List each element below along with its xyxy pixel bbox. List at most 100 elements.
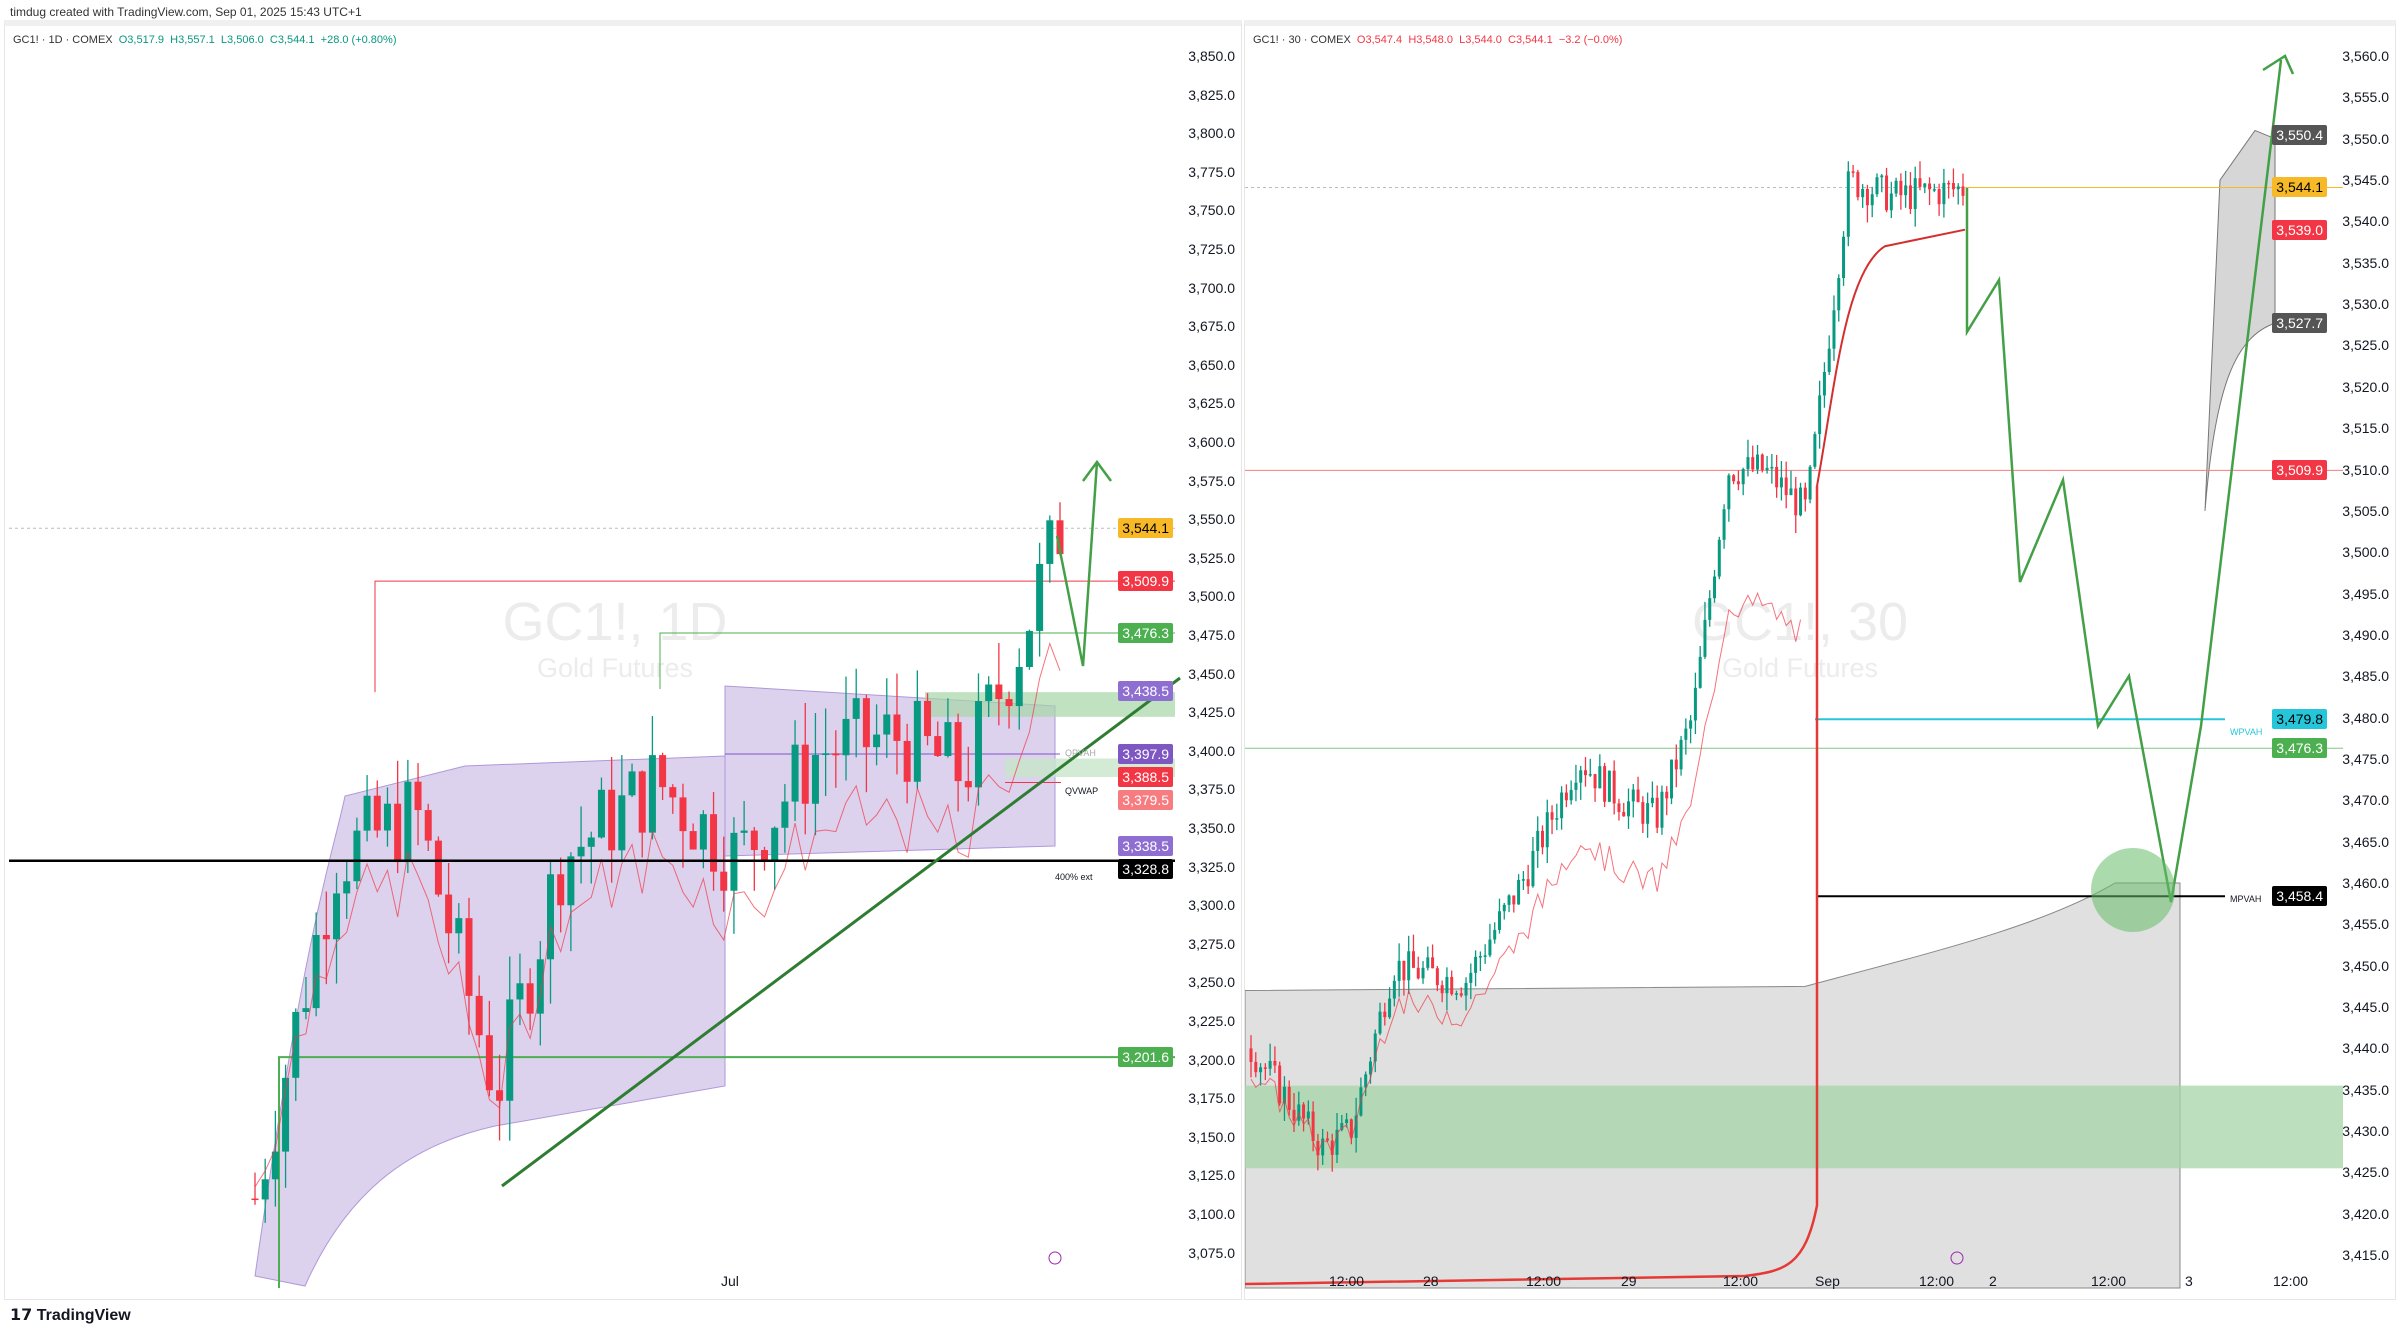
- time-label: 12:00: [2091, 1273, 2127, 1289]
- low-value: L3,544.0: [1459, 34, 1502, 46]
- trendline: [501, 676, 1181, 1188]
- candle-body: [1818, 395, 1822, 435]
- event-icon: [1950, 1251, 1964, 1265]
- watermark-subtitle: Gold Futures: [1721, 653, 1879, 683]
- candle-body: [1956, 186, 1960, 190]
- time-label: 3: [2185, 1273, 2193, 1289]
- price-tag: 3,438.5: [1118, 681, 1173, 702]
- price-tick: 3,515.0: [2342, 420, 2389, 437]
- candle-body: [1368, 1061, 1372, 1075]
- price-tag: 3,476.3: [1118, 622, 1173, 643]
- watermark-subtitle: Gold Futures: [536, 653, 694, 683]
- candle-body: [1564, 792, 1568, 801]
- price-tick: 3,560.0: [2342, 48, 2389, 64]
- candle-body: [1454, 993, 1458, 995]
- candle-body: [954, 722, 962, 782]
- daily-chart-panel[interactable]: GC1!, 1D Gold Futures GC1! · 1D · COMEX O…: [4, 20, 1242, 1300]
- candle-body: [1273, 1060, 1277, 1066]
- candle-body: [883, 714, 891, 735]
- candle-body: [1302, 1104, 1306, 1119]
- candle-body: [1851, 171, 1855, 173]
- price-tick: 3,250.0: [1188, 974, 1235, 991]
- price-tick: 3,750.0: [1188, 202, 1235, 219]
- candle-body: [353, 830, 361, 882]
- price-tick: 3,275.0: [1188, 935, 1235, 952]
- candle-body: [1383, 1011, 1387, 1018]
- logo-icon: 𝟭𝟳: [10, 1307, 37, 1324]
- candle-body: [587, 837, 595, 847]
- symbol-name: GC1! · 1D · COMEX: [13, 34, 113, 46]
- candle-body: [995, 684, 1003, 700]
- candle-body: [1588, 774, 1592, 776]
- candle-body: [1732, 475, 1736, 482]
- price-tag: 3,397.9: [1118, 744, 1173, 765]
- candle-body: [1808, 466, 1812, 500]
- candle-body: [1426, 957, 1430, 968]
- candle-body: [638, 771, 646, 833]
- candle-body: [893, 714, 901, 741]
- daily-price-plot[interactable]: [5, 26, 1243, 1306]
- time-label: 12:00: [2273, 1273, 2309, 1289]
- candle-body: [771, 827, 779, 862]
- price-tick: 3,700.0: [1188, 279, 1235, 296]
- candle-body: [1603, 766, 1607, 802]
- price-tick: 3,445.0: [2342, 999, 2389, 1016]
- candle-body: [1421, 967, 1425, 979]
- candle-body: [1550, 812, 1554, 820]
- price-tag: 3,527.7: [2272, 313, 2327, 334]
- projection-path: [1965, 59, 2283, 903]
- resistance-line: [374, 580, 1175, 693]
- price-tick: 3,150.0: [1188, 1128, 1235, 1145]
- candle-body: [1717, 539, 1721, 577]
- candle-body: [1722, 509, 1726, 540]
- candle-body: [659, 755, 667, 788]
- arrow-head: [1081, 459, 1113, 482]
- candle-body: [1507, 895, 1511, 905]
- candle-body: [1961, 186, 1965, 196]
- candle-body: [1249, 1048, 1253, 1062]
- candle-body: [1345, 1119, 1349, 1124]
- candle-body: [1870, 194, 1874, 206]
- candle-body: [363, 795, 371, 831]
- candle-body: [445, 894, 453, 934]
- price-tick: 3,550.0: [1188, 511, 1235, 528]
- chart-credit: timdug created with TradingView.com, Sep…: [10, 5, 362, 19]
- candle-body: [567, 856, 575, 906]
- candle-body: [1254, 1061, 1258, 1073]
- candle-body: [1015, 667, 1023, 707]
- candle-body: [1741, 469, 1745, 485]
- price-tick: 3,525.0: [1188, 549, 1235, 566]
- candle-body: [251, 1198, 259, 1201]
- candle-body: [373, 795, 381, 831]
- candle-body: [383, 803, 391, 831]
- candle-body: [1311, 1111, 1315, 1141]
- candle-body: [1540, 830, 1544, 848]
- candle-body: [832, 753, 840, 756]
- time-label: 12:00: [1919, 1273, 1955, 1289]
- price-tick: 3,100.0: [1188, 1206, 1235, 1222]
- candle-body: [506, 999, 514, 1101]
- candle-body: [1951, 183, 1955, 190]
- intraday-chart-panel[interactable]: GC1!, 30 Gold Futures GC1! · 30 · COMEX O…: [1244, 20, 2396, 1300]
- candle-body: [1684, 728, 1688, 740]
- candle-body: [1321, 1138, 1325, 1156]
- candle-body: [1287, 1086, 1291, 1110]
- intraday-price-plot[interactable]: [1245, 26, 2397, 1306]
- price-tick: 3,520.0: [2342, 378, 2389, 395]
- price-tick: 3,075.0: [1188, 1244, 1235, 1261]
- candle-body: [1411, 951, 1415, 968]
- candle-body: [1760, 454, 1764, 471]
- symbol-legend: GC1! · 30 · COMEX O3,547.4 H3,548.0 L3,5…: [1253, 34, 1622, 46]
- price-tick: 3,465.0: [2342, 833, 2389, 850]
- price-tag: 3,539.0: [2272, 219, 2327, 240]
- candle-body: [1617, 803, 1621, 812]
- vwap-line: [254, 642, 1061, 1188]
- tradingview-logo[interactable]: 𝟭𝟳 TradingView: [10, 1305, 131, 1325]
- candle-body: [750, 830, 758, 851]
- candle-body: [1440, 985, 1444, 994]
- candle-body: [1784, 477, 1788, 496]
- candle-body: [1703, 619, 1707, 657]
- candle-body: [1832, 310, 1836, 349]
- candle-body: [842, 718, 850, 756]
- time-label: 28: [1423, 1273, 1439, 1289]
